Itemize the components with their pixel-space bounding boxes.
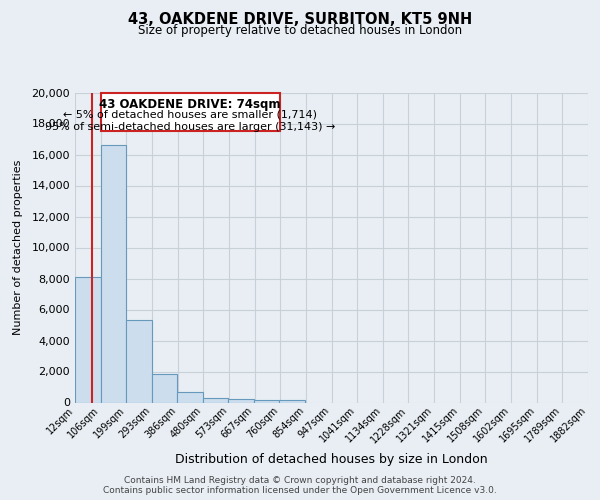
- Bar: [152, 374, 178, 402]
- Bar: [203, 398, 229, 402]
- Bar: [75, 277, 101, 402]
- Text: 95% of semi-detached houses are larger (31,143) →: 95% of semi-detached houses are larger (…: [45, 122, 335, 132]
- Text: Size of property relative to detached houses in London: Size of property relative to detached ho…: [138, 24, 462, 37]
- Text: 43, OAKDENE DRIVE, SURBITON, KT5 9NH: 43, OAKDENE DRIVE, SURBITON, KT5 9NH: [128, 12, 472, 28]
- Text: ← 5% of detached houses are smaller (1,714): ← 5% of detached houses are smaller (1,7…: [63, 110, 317, 120]
- Text: Contains HM Land Registry data © Crown copyright and database right 2024.: Contains HM Land Registry data © Crown c…: [124, 476, 476, 485]
- Bar: [177, 392, 203, 402]
- FancyBboxPatch shape: [101, 92, 280, 131]
- Bar: [254, 400, 280, 402]
- Text: 43 OAKDENE DRIVE: 74sqm: 43 OAKDENE DRIVE: 74sqm: [100, 98, 281, 111]
- Bar: [228, 399, 254, 402]
- Text: Contains public sector information licensed under the Open Government Licence v3: Contains public sector information licen…: [103, 486, 497, 495]
- Bar: [101, 145, 127, 403]
- Bar: [279, 400, 305, 402]
- Bar: [126, 320, 152, 402]
- Y-axis label: Number of detached properties: Number of detached properties: [13, 160, 23, 335]
- X-axis label: Distribution of detached houses by size in London: Distribution of detached houses by size …: [175, 453, 488, 466]
